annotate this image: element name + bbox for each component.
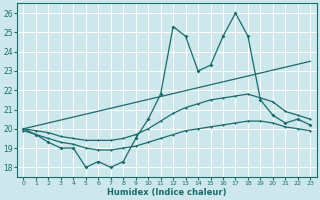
- X-axis label: Humidex (Indice chaleur): Humidex (Indice chaleur): [107, 188, 227, 197]
